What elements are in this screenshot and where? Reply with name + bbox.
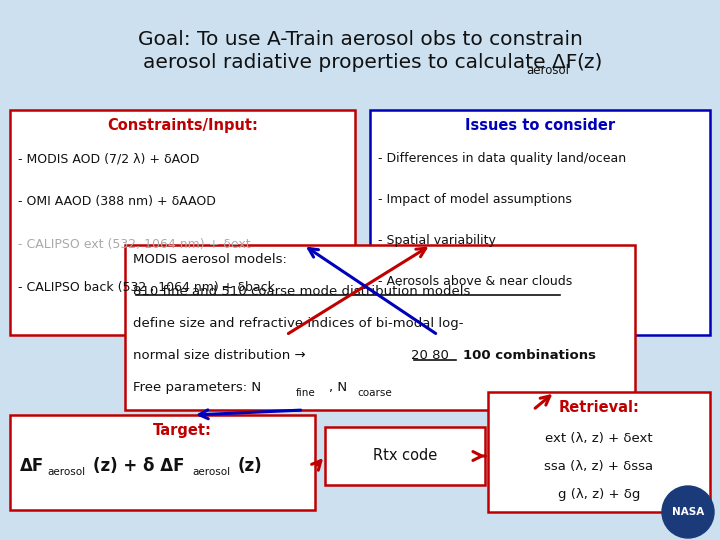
Text: Retrieval:: Retrieval:: [559, 400, 639, 415]
Text: - Aerosols above & near clouds: - Aerosols above & near clouds: [378, 275, 572, 288]
Text: , N: , N: [329, 381, 347, 394]
Text: (z): (z): [576, 53, 603, 72]
Text: aerosol radiative properties to calculate ΔF: aerosol radiative properties to calculat…: [143, 53, 577, 72]
Text: - OMI AAOD (388 nm) + δAAOD: - OMI AAOD (388 nm) + δAAOD: [18, 195, 216, 208]
Bar: [488, 392, 710, 512]
Text: Rtx code: Rtx code: [373, 449, 437, 463]
Text: 20 80: 20 80: [411, 349, 449, 362]
Text: ΔF: ΔF: [20, 457, 44, 475]
Bar: [10, 415, 315, 510]
Text: aerosol: aerosol: [192, 467, 230, 477]
Text: aerosol: aerosol: [526, 64, 569, 77]
Bar: [125, 245, 635, 410]
Bar: [325, 427, 485, 485]
Text: ssa (λ, z) + δssa: ssa (λ, z) + δssa: [544, 460, 654, 473]
Text: NASA: NASA: [672, 507, 704, 517]
Text: Issues to consider: Issues to consider: [465, 118, 615, 133]
Text: - Differences in data quality land/ocean: - Differences in data quality land/ocean: [378, 152, 626, 165]
Text: Free parameters: N: Free parameters: N: [133, 381, 261, 394]
Text: coarse: coarse: [357, 388, 392, 398]
Text: Target:: Target:: [153, 423, 212, 438]
Text: MODIS aerosol models:: MODIS aerosol models:: [133, 253, 287, 266]
Text: Goal: To use A-Train aerosol obs to constrain: Goal: To use A-Train aerosol obs to cons…: [138, 30, 582, 49]
Text: (z) + δ ΔF: (z) + δ ΔF: [93, 457, 184, 475]
Text: - CALIPSO back (532 , 1064 nm) + δback: - CALIPSO back (532 , 1064 nm) + δback: [18, 281, 275, 294]
Text: define size and refractive indices of bi-modal log-: define size and refractive indices of bi…: [133, 317, 464, 330]
Text: - MODIS AOD (7/2 λ) + δAOD: - MODIS AOD (7/2 λ) + δAOD: [18, 152, 199, 165]
Text: normal size distribution →: normal size distribution →: [133, 349, 310, 362]
Text: ext (λ, z) + δext: ext (λ, z) + δext: [545, 432, 653, 445]
Text: 810 fine and 510 coarse mode distribution models: 810 fine and 510 coarse mode distributio…: [133, 285, 470, 298]
Text: - CALIPSO ext (532, 1064 nm) + δext: - CALIPSO ext (532, 1064 nm) + δext: [18, 238, 251, 251]
Text: - Impact of model assumptions: - Impact of model assumptions: [378, 193, 572, 206]
Text: aerosol: aerosol: [47, 467, 85, 477]
Text: fine: fine: [296, 388, 316, 398]
Bar: [10, 110, 355, 335]
Text: g (λ, z) + δg: g (λ, z) + δg: [558, 488, 640, 501]
Text: (z): (z): [238, 457, 263, 475]
Text: Constraints/Input:: Constraints/Input:: [107, 118, 258, 133]
Text: - Spatial variability: - Spatial variability: [378, 234, 496, 247]
Text: 100 combinations: 100 combinations: [463, 349, 596, 362]
Circle shape: [662, 486, 714, 538]
Bar: [370, 110, 710, 335]
